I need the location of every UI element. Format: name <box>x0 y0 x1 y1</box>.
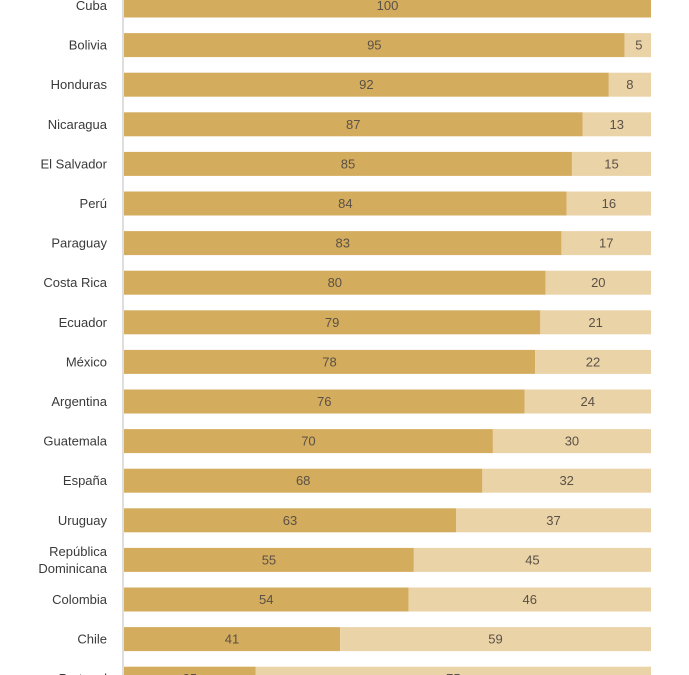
data-label: 37 <box>546 513 560 528</box>
bar-segment-series-2 <box>582 112 651 137</box>
bar-segment-series-1 <box>124 112 583 137</box>
category-label: República Dominicana <box>38 544 107 576</box>
category-label: Chile <box>77 632 107 647</box>
bar-segment-series-1 <box>124 231 562 256</box>
category-label: Argentina <box>51 394 107 409</box>
category-label: El Salvador <box>41 156 108 171</box>
data-label: 41 <box>225 632 239 647</box>
data-label: 95 <box>367 38 381 53</box>
category-label: México <box>66 354 107 369</box>
data-label: 21 <box>588 315 602 330</box>
bar-segment-series-1 <box>124 151 572 176</box>
bar-segment-series-2 <box>624 33 651 58</box>
bar-segment-series-2 <box>571 151 651 176</box>
data-label: 80 <box>328 275 342 290</box>
bar-segment-series-1 <box>124 349 536 374</box>
data-label: 13 <box>610 117 624 132</box>
bar-segment-series-1 <box>124 270 546 295</box>
bar-segment-series-1 <box>124 33 625 58</box>
data-label: 75 <box>446 671 460 675</box>
category-label: Honduras <box>51 77 108 92</box>
category-label: Guatemala <box>43 434 107 449</box>
data-label: 78 <box>322 354 336 369</box>
bar-segment-series-2 <box>255 666 651 675</box>
data-label: 55 <box>262 552 276 567</box>
bar-segment-series-1 <box>124 508 457 533</box>
bar-segment-series-2 <box>524 389 651 414</box>
data-label: 85 <box>341 156 355 171</box>
data-label: 83 <box>335 236 349 251</box>
category-label: Nicaragua <box>48 117 108 132</box>
data-label: 92 <box>359 77 373 92</box>
data-label: 84 <box>338 196 352 211</box>
data-label: 87 <box>346 117 360 132</box>
bars-layer <box>124 0 651 675</box>
bar-segment-series-1 <box>124 0 651 18</box>
data-label: 59 <box>488 632 502 647</box>
data-label: 16 <box>602 196 616 211</box>
bar-segment-series-1 <box>124 587 409 612</box>
category-label: Colombia <box>52 592 108 607</box>
data-label: 5 <box>635 38 642 53</box>
bar-segment-series-2 <box>608 72 651 97</box>
data-label: 8 <box>626 77 633 92</box>
bar-segment-series-1 <box>124 547 414 572</box>
bar-segment-series-1 <box>124 468 483 493</box>
bar-segment-series-1 <box>124 429 493 454</box>
bar-segment-series-2 <box>482 468 651 493</box>
data-label: 22 <box>586 354 600 369</box>
category-label: Paraguay <box>51 236 107 251</box>
bar-segment-series-2 <box>456 508 651 533</box>
data-label: 20 <box>591 275 605 290</box>
category-label: Costa Rica <box>43 275 107 290</box>
bar-segment-series-2 <box>535 349 651 374</box>
labels-layer: Cuba 100 Bolivia 95 5 Honduras 92 8 Nicaragua 87 1… <box>38 0 642 675</box>
bar-segment-series-2 <box>340 627 651 652</box>
category-label: Perú <box>80 196 107 211</box>
data-label: 100 <box>377 0 399 13</box>
data-label: 46 <box>523 592 537 607</box>
data-label: 79 <box>325 315 339 330</box>
bar-segment-series-2 <box>566 191 651 216</box>
category-label: Cuba <box>76 0 108 13</box>
bar-segment-series-2 <box>545 270 651 295</box>
bar-segment-series-2 <box>540 310 651 335</box>
bar-segment-series-2 <box>413 547 651 572</box>
data-label: 68 <box>296 473 310 488</box>
bar-segment-series-1 <box>124 310 541 335</box>
data-label: 45 <box>525 552 539 567</box>
bar-segment-series-1 <box>124 191 567 216</box>
category-label: España <box>63 473 108 488</box>
data-label: 25 <box>183 671 197 675</box>
data-label: 15 <box>604 156 618 171</box>
bar-segment-series-2 <box>492 429 651 454</box>
data-label: 32 <box>559 473 573 488</box>
data-label: 30 <box>565 434 579 449</box>
data-label: 70 <box>301 434 315 449</box>
bar-segment-series-1 <box>124 666 256 675</box>
bar-segment-series-2 <box>408 587 651 612</box>
category-label: Bolivia <box>69 38 108 53</box>
category-label: Ecuador <box>59 315 108 330</box>
data-label: 17 <box>599 236 613 251</box>
category-label: Portugal <box>59 671 108 675</box>
data-label: 54 <box>259 592 273 607</box>
category-label: Uruguay <box>58 513 108 528</box>
data-label: 76 <box>317 394 331 409</box>
bar-segment-series-1 <box>124 389 525 414</box>
data-label: 24 <box>581 394 595 409</box>
data-label: 63 <box>283 513 297 528</box>
bar-segment-series-2 <box>561 231 651 256</box>
bar-segment-series-1 <box>124 627 341 652</box>
bar-segment-series-1 <box>124 72 609 97</box>
